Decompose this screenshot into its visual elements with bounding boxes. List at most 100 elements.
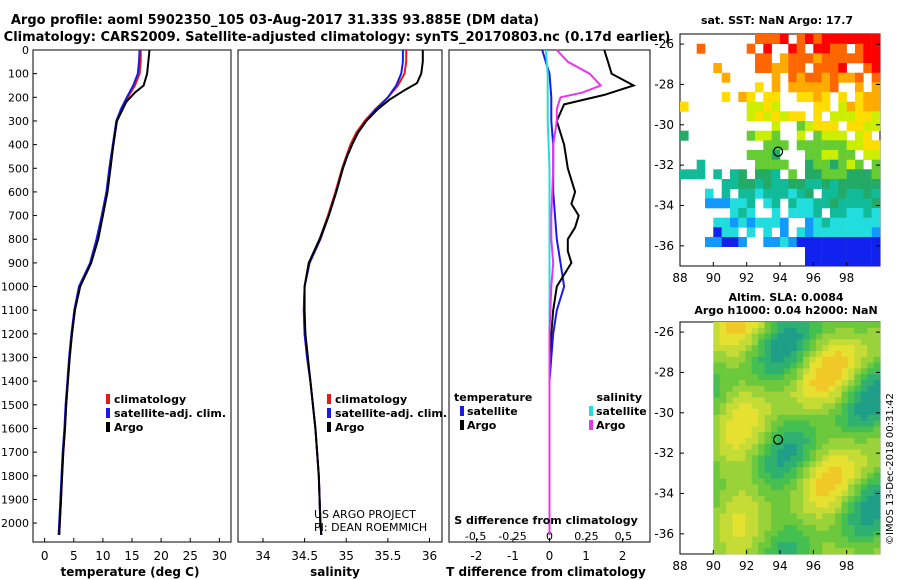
sla-cell bbox=[822, 351, 830, 358]
sla-cell bbox=[854, 420, 862, 427]
sst-cell bbox=[771, 121, 781, 131]
sst-cell bbox=[796, 43, 806, 54]
sla-cell bbox=[719, 455, 727, 462]
sla-cell bbox=[771, 490, 778, 497]
sla-cell bbox=[860, 362, 868, 369]
sla-cell bbox=[790, 362, 798, 369]
sla-cell bbox=[822, 548, 830, 555]
sla-cell bbox=[796, 490, 804, 497]
sla-cell bbox=[764, 362, 772, 369]
sst-cell bbox=[796, 227, 806, 238]
sla-cell bbox=[719, 496, 727, 503]
depth-tick-label: 200 bbox=[8, 91, 29, 104]
sst-cell bbox=[821, 82, 831, 93]
sst-cell bbox=[863, 237, 872, 247]
sla-cell bbox=[803, 356, 810, 363]
sla-cell bbox=[777, 542, 785, 549]
sla-cell bbox=[803, 472, 810, 479]
sst-cell bbox=[730, 169, 739, 180]
sla-cell bbox=[713, 443, 721, 450]
legend-swatch-satellite bbox=[106, 408, 110, 418]
sla-cell bbox=[841, 327, 849, 334]
sst-cell bbox=[805, 227, 814, 238]
sla-cell bbox=[726, 345, 733, 352]
sla-cell bbox=[835, 472, 842, 479]
sla-cell bbox=[828, 420, 836, 427]
sla-cell bbox=[841, 345, 849, 352]
sla-cell bbox=[828, 525, 836, 532]
sla-cell bbox=[822, 484, 830, 491]
sla-cell bbox=[873, 438, 881, 445]
sst-map-lon-label: 88 bbox=[672, 271, 687, 285]
sla-cell bbox=[745, 548, 753, 555]
depth-tick-label: 300 bbox=[8, 115, 29, 128]
sla-cell bbox=[713, 345, 721, 352]
sst-cell bbox=[746, 43, 756, 54]
sla-cell bbox=[764, 496, 772, 503]
sst-cell bbox=[871, 43, 881, 54]
sla-cell bbox=[815, 380, 823, 387]
sla-cell bbox=[847, 438, 855, 445]
sla-cell bbox=[835, 507, 842, 514]
sla-cell bbox=[719, 467, 727, 474]
sla-cell bbox=[739, 409, 746, 416]
sst-cell bbox=[763, 198, 772, 209]
sla-cell bbox=[867, 368, 874, 375]
sla-cell bbox=[815, 525, 823, 532]
sla-cell bbox=[873, 426, 881, 433]
sla-cell bbox=[841, 548, 849, 555]
sla-cell bbox=[860, 327, 868, 334]
sla-cell bbox=[764, 478, 772, 485]
sla-cell bbox=[835, 380, 842, 387]
sla-cell bbox=[835, 443, 842, 450]
sla-cell bbox=[854, 356, 862, 363]
sst-cell bbox=[780, 159, 789, 170]
sla-cell bbox=[790, 443, 798, 450]
sla-cell bbox=[809, 380, 817, 387]
sst-cell bbox=[821, 237, 831, 247]
sla-cell bbox=[739, 507, 746, 514]
sla-cell bbox=[758, 420, 765, 427]
sla-cell bbox=[847, 362, 855, 369]
sla-cell bbox=[751, 455, 759, 462]
sla-cell bbox=[854, 542, 862, 549]
sla-cell bbox=[809, 513, 817, 520]
sla-cell bbox=[719, 513, 727, 520]
sla-cell bbox=[751, 403, 759, 410]
sla-cell bbox=[822, 478, 830, 485]
sla-cell bbox=[790, 478, 798, 485]
sla-cell bbox=[751, 339, 759, 346]
sst-cell bbox=[821, 101, 831, 112]
sla-cell bbox=[777, 455, 785, 462]
sla-cell bbox=[732, 351, 740, 358]
sla-cell bbox=[828, 391, 836, 398]
sla-cell bbox=[873, 322, 881, 329]
sla-cell bbox=[835, 432, 842, 439]
sla-cell bbox=[873, 368, 881, 375]
sla-cell bbox=[732, 472, 740, 479]
sla-cell bbox=[873, 507, 881, 514]
sla-cell bbox=[828, 467, 836, 474]
sla-cell bbox=[751, 356, 759, 363]
sla-cell bbox=[796, 397, 804, 404]
sla-cell bbox=[867, 496, 874, 503]
sla-cell bbox=[719, 519, 727, 526]
sla-cell bbox=[847, 484, 855, 491]
sla-cell bbox=[783, 501, 791, 508]
sla-cell bbox=[745, 438, 753, 445]
sla-cell bbox=[854, 455, 862, 462]
sst-cell bbox=[871, 246, 881, 257]
sla-cell bbox=[822, 385, 830, 392]
sla-cell bbox=[739, 484, 746, 491]
sla-cell bbox=[867, 385, 874, 392]
sla-cell bbox=[809, 438, 817, 445]
sla-cell bbox=[860, 478, 868, 485]
sla-map-lon-label: 88 bbox=[672, 559, 687, 573]
sst-cell bbox=[871, 179, 881, 189]
sla-cell bbox=[828, 455, 836, 462]
sla-cell bbox=[835, 403, 842, 410]
sla-cell bbox=[796, 501, 804, 508]
sst-cell bbox=[730, 237, 739, 247]
sla-cell bbox=[732, 438, 740, 445]
sla-cell bbox=[751, 327, 759, 334]
